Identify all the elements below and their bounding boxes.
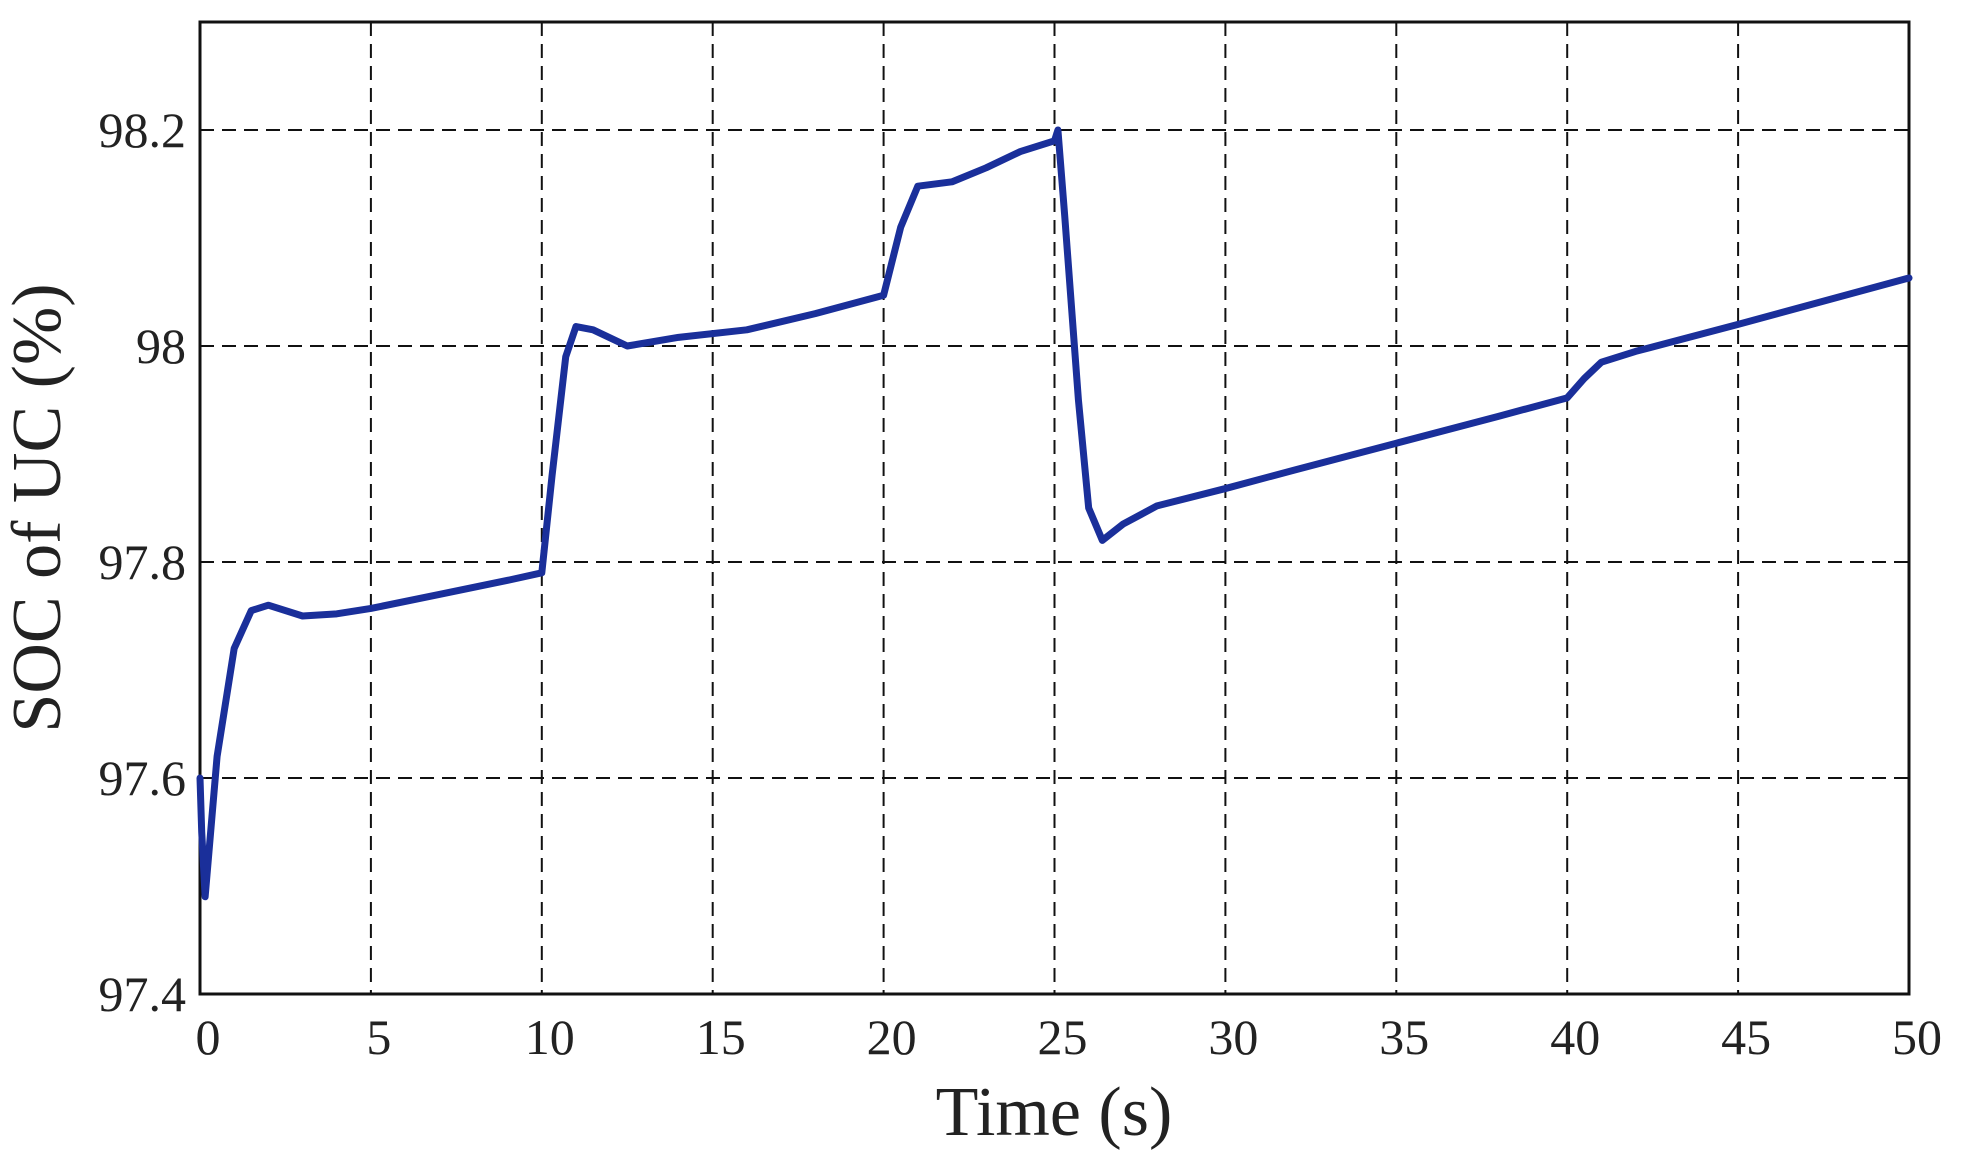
x-tick-label: 35 — [1379, 1009, 1429, 1065]
x-tick-label: 20 — [867, 1009, 917, 1065]
y-tick-label: 97.8 — [99, 534, 187, 590]
data-line — [196, 126, 1913, 901]
y-tick-label: 97.4 — [99, 966, 187, 1022]
plot-frame — [198, 20, 1911, 996]
y-axis-label: SOC of UC (%) — [0, 283, 76, 732]
x-axis-label: Time (s) — [936, 1074, 1173, 1151]
x-tick-label: 25 — [1038, 1009, 1088, 1065]
x-tick-label: 45 — [1721, 1009, 1771, 1065]
x-tick-label: 50 — [1892, 1009, 1942, 1065]
y-tick-label: 97.6 — [99, 750, 187, 806]
x-tick-label: 30 — [1208, 1009, 1258, 1065]
y-tick-label: 98 — [136, 318, 186, 374]
x-tick-label: 5 — [366, 1009, 391, 1065]
x-tick-label: 10 — [525, 1009, 575, 1065]
x-tick-label: 15 — [696, 1009, 746, 1065]
x-tick-label: 40 — [1550, 1009, 1600, 1065]
y-tick-label: 98.2 — [99, 102, 187, 158]
x-tick-label: 0 — [196, 1009, 221, 1065]
